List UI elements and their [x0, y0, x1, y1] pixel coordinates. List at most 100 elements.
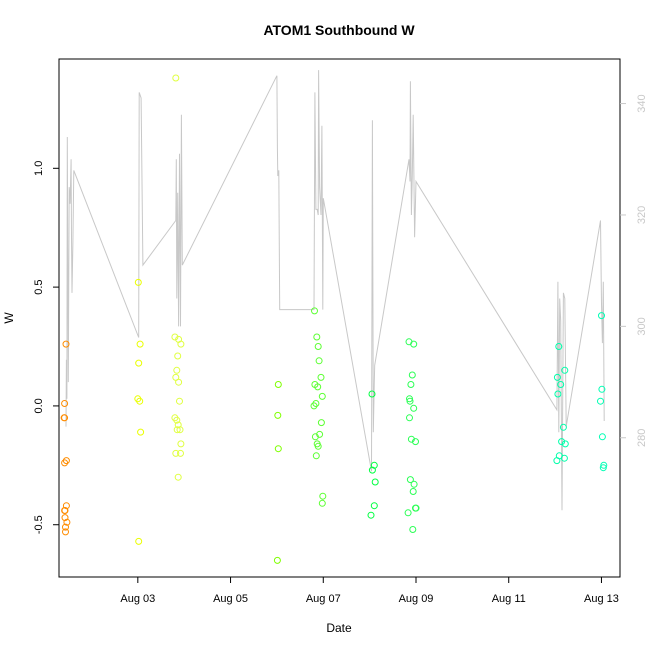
scatter-point [560, 454, 568, 462]
scatter-point [410, 404, 418, 412]
scatter-point [368, 466, 376, 474]
scatter-point [173, 416, 181, 424]
scatter-point [554, 390, 562, 398]
scatter-point [409, 526, 417, 533]
scatter-point [318, 392, 326, 400]
scatter-point [312, 452, 320, 460]
scatter-point [406, 414, 413, 422]
scatter-point [559, 423, 567, 431]
y-axis: -0.5 0.0 0.5 1.0 [33, 161, 59, 534]
scatter-point [62, 340, 70, 348]
scatter-point [62, 523, 69, 531]
scatter-point [371, 478, 379, 486]
scatter-point [599, 464, 607, 472]
scatter-point [598, 385, 606, 393]
scatter-point [367, 511, 375, 519]
scatter-point [370, 502, 378, 510]
scatter-point [134, 278, 142, 286]
scatter-point [177, 449, 184, 457]
scatter-point [311, 307, 318, 315]
scatter-point [598, 433, 606, 441]
scatter-points [60, 74, 608, 564]
scatter-point [597, 397, 604, 405]
scatter-point [553, 373, 561, 381]
scatter-point [412, 504, 420, 512]
scatter-point [370, 461, 378, 469]
scatter-point [406, 476, 414, 484]
scatter-point [173, 366, 181, 374]
chart-title: ATOM1 Southbound W [263, 22, 415, 38]
scatter-point [171, 333, 179, 341]
y-tick-label: 0.0 [33, 398, 45, 413]
scatter-point [274, 411, 282, 419]
scatter-point [319, 492, 327, 500]
scatter-point [409, 488, 417, 495]
y-tick-label: 0.5 [33, 279, 45, 294]
scatter-point [368, 390, 376, 398]
scatter-point [61, 459, 69, 467]
scatter-point [62, 502, 70, 510]
scatter-point [313, 333, 321, 341]
scatter-point [561, 440, 569, 448]
scatter-point [404, 509, 412, 517]
scatter-point [177, 340, 185, 348]
scatter-point [176, 397, 183, 405]
scatter-point [317, 419, 325, 427]
secondary-series-line [65, 70, 605, 511]
scatter-point [172, 449, 180, 457]
scatter-point [174, 473, 182, 481]
x-tick-label: Aug 05 [213, 593, 248, 605]
scatter-point [553, 457, 561, 465]
scatter-point [62, 528, 69, 536]
scatter-point [274, 445, 282, 453]
scatter-point [172, 74, 180, 82]
scatter-point [176, 426, 184, 434]
scatter-point [310, 402, 318, 410]
scatter-point [407, 381, 415, 388]
scatter-point [561, 366, 569, 374]
scatter-point [314, 343, 322, 350]
scatter-point [598, 312, 605, 320]
scatter-point [136, 397, 144, 405]
x-axis-label: Date [326, 621, 352, 635]
scatter-point [555, 343, 563, 350]
scatter-point [137, 428, 145, 436]
scatter-point [408, 371, 416, 379]
scatter-point [314, 442, 322, 450]
scatter-point [61, 400, 69, 407]
x-axis: Aug 03 Aug 05 Aug 07 Aug 09 Aug 11 Aug 13 [120, 577, 619, 605]
scatter-point [174, 421, 182, 429]
scatter-point [62, 457, 70, 465]
y2-tick-label: 320 [636, 206, 648, 224]
scatter-point [61, 507, 69, 514]
scatter-point [136, 340, 144, 348]
scatter-point [177, 440, 185, 448]
scatter-point [317, 373, 325, 381]
scatter-point [63, 518, 71, 526]
x-tick-label: Aug 09 [399, 593, 434, 605]
scatter-point [174, 352, 182, 360]
x-tick-label: Aug 13 [584, 593, 619, 605]
secondary-series [65, 70, 605, 511]
scatter-point [173, 426, 181, 434]
scatter-point [311, 433, 319, 441]
x-tick-label: Aug 07 [306, 593, 341, 605]
scatter-point [135, 537, 143, 545]
scatter-point [61, 514, 69, 522]
y-tick-label: 1.0 [33, 161, 45, 176]
scatter-point [558, 438, 566, 446]
y2-tick-label: 300 [636, 317, 648, 335]
plot-frame [58, 58, 621, 578]
scatter-point [406, 397, 414, 405]
scatter-point [314, 383, 322, 391]
y-tick-label: -0.5 [33, 515, 45, 534]
scatter-point [410, 340, 418, 348]
y2-axis: 280 300 320 340 [620, 94, 648, 447]
scatter-point [315, 357, 323, 365]
scatter-point [412, 438, 419, 446]
scatter-point [273, 556, 281, 564]
x-tick-label: Aug 11 [492, 593, 526, 605]
scatter-point [60, 414, 68, 422]
scatter-point [410, 480, 418, 488]
y-axis-label: W [2, 312, 16, 324]
